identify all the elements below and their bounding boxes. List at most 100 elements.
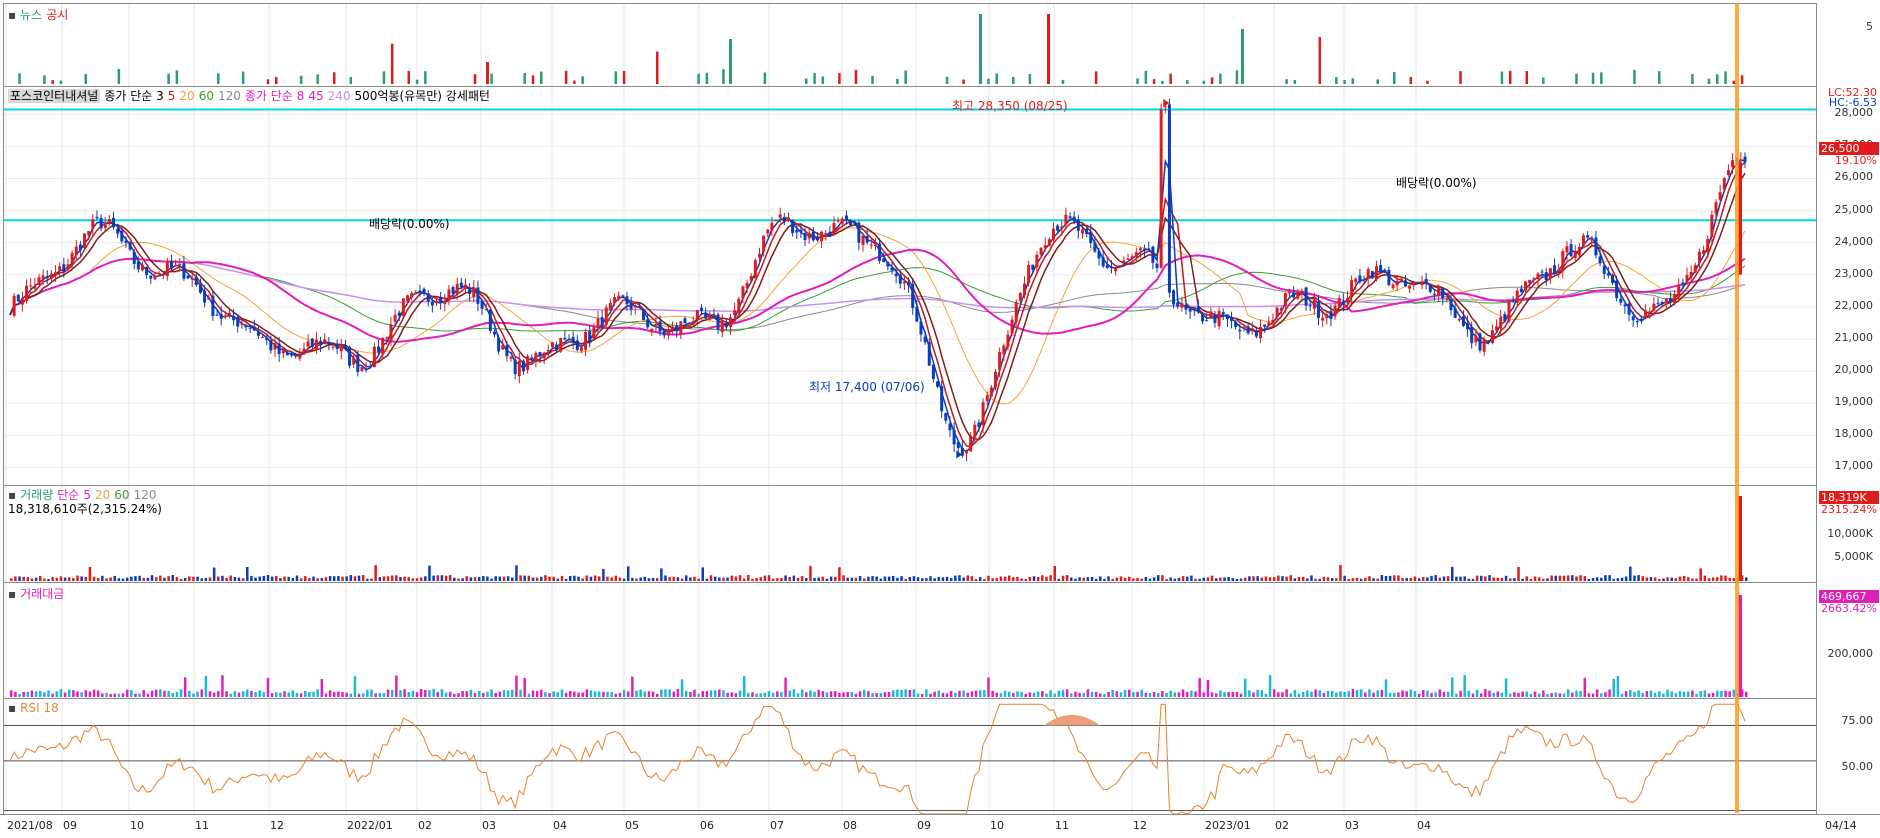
- volume-bar: [1173, 578, 1177, 581]
- amount-bar: [1223, 692, 1226, 697]
- volume-bar: [175, 577, 179, 581]
- volume-bar: [846, 577, 849, 581]
- candle-body: [443, 301, 447, 304]
- volume-bar: [1595, 577, 1599, 581]
- candle-body: [1706, 239, 1710, 253]
- amount-bar: [424, 689, 427, 697]
- amount-bar: [689, 692, 692, 697]
- volume-bar: [631, 577, 634, 581]
- candle-body: [1176, 302, 1180, 307]
- volume-bar: [1053, 565, 1056, 581]
- price-ytick: 17,000: [1834, 459, 1874, 473]
- amount-bar: [92, 689, 96, 697]
- volume-bar: [805, 577, 808, 581]
- news-bar: [43, 75, 46, 84]
- volume-bar: [858, 576, 862, 581]
- amount-bar: [1243, 678, 1247, 697]
- amount-bar: [664, 689, 667, 697]
- news-bar: [490, 73, 493, 84]
- volume-bar: [1169, 577, 1172, 581]
- amount-bar: [974, 690, 978, 697]
- candle-body: [1126, 258, 1130, 260]
- candle-body: [1664, 298, 1668, 304]
- volume-bar: [1144, 576, 1148, 581]
- amount-bar: [1554, 692, 1558, 697]
- amount-bar: [221, 675, 224, 697]
- news-bar: [473, 74, 477, 84]
- amount-bar: [1674, 693, 1678, 697]
- amount-bar: [457, 693, 460, 697]
- amount-bar: [1434, 692, 1437, 697]
- volume-bar: [1380, 575, 1384, 581]
- amount-bar: [858, 691, 862, 697]
- candle-body: [1540, 271, 1544, 273]
- candle-body: [1412, 282, 1416, 286]
- candle-body: [517, 360, 521, 377]
- candle-body: [1668, 298, 1672, 302]
- volume-bar: [477, 576, 481, 581]
- volume-bar: [1243, 577, 1247, 581]
- news-bar: [382, 71, 386, 84]
- candle-body: [1288, 291, 1292, 294]
- amount-bar: [109, 693, 112, 697]
- volume-bar: [1028, 577, 1032, 581]
- amount-bar: [1082, 692, 1085, 697]
- stock-name[interactable]: 포스코인터내셔널: [8, 89, 101, 103]
- volume-bar: [531, 577, 535, 581]
- candle-body: [1582, 235, 1586, 246]
- volume-bar: [1181, 576, 1185, 581]
- volume-bar: [217, 576, 220, 581]
- amount-bar: [1662, 693, 1665, 697]
- candle-body: [1515, 290, 1519, 303]
- candle-body: [447, 289, 451, 301]
- candle-body: [911, 283, 915, 309]
- volume-bar: [1099, 576, 1102, 581]
- amount-bar: [912, 689, 916, 697]
- candle-body: [1697, 251, 1701, 264]
- amount-bar: [1426, 690, 1429, 697]
- candle-body: [1507, 301, 1511, 322]
- amount-bar: [734, 693, 738, 697]
- volume-bar: [1198, 578, 1201, 581]
- candle-body: [1544, 272, 1548, 281]
- amount-bar: [593, 691, 597, 697]
- amount-bar: [357, 693, 361, 697]
- candle-body: [207, 297, 211, 300]
- candle-body: [1424, 278, 1428, 284]
- amount-bar: [262, 692, 266, 697]
- news-bar: [1335, 77, 1338, 84]
- volume-bar: [1500, 577, 1504, 581]
- volume-bar: [813, 577, 816, 581]
- volume-panel: ▪ 거래량 단순 5 20 60 120 18,318,610주(2,315.24%): [3, 485, 1817, 583]
- amount-bar: [212, 692, 216, 697]
- volume-bar: [519, 575, 522, 581]
- volume-bar: [1165, 578, 1168, 581]
- amount-bar: [1285, 689, 1288, 697]
- candle-body: [940, 386, 944, 412]
- candle-body: [1639, 318, 1643, 321]
- volume-bar: [1529, 578, 1533, 581]
- candle-body: [774, 220, 778, 222]
- rsi-plot: [4, 699, 1816, 814]
- rsi-line: [9, 703, 1746, 814]
- candle-body: [1014, 302, 1018, 323]
- volume-bar: [593, 575, 597, 581]
- volume-bar: [374, 565, 377, 581]
- amount-bar: [386, 689, 390, 697]
- amount-bar: [1670, 691, 1673, 697]
- candle-body: [555, 344, 559, 350]
- candle-body: [1184, 304, 1188, 310]
- candle-body: [1619, 298, 1623, 303]
- candle-body: [542, 352, 546, 359]
- news-bar: [655, 51, 659, 84]
- volume-legend: ▪ 거래량 단순 5 20 60 120: [8, 488, 157, 502]
- news-panel: ▪ 뉴스 공시: [3, 3, 1817, 87]
- news-bar: [1740, 75, 1744, 84]
- volume-bar: [1508, 578, 1512, 581]
- amount-bar: [1417, 693, 1421, 697]
- volume-bar: [1351, 578, 1355, 581]
- amount-bar: [1045, 693, 1048, 697]
- volume-bar: [349, 575, 353, 581]
- amount-bar: [1277, 692, 1280, 697]
- amount-bar: [419, 689, 423, 697]
